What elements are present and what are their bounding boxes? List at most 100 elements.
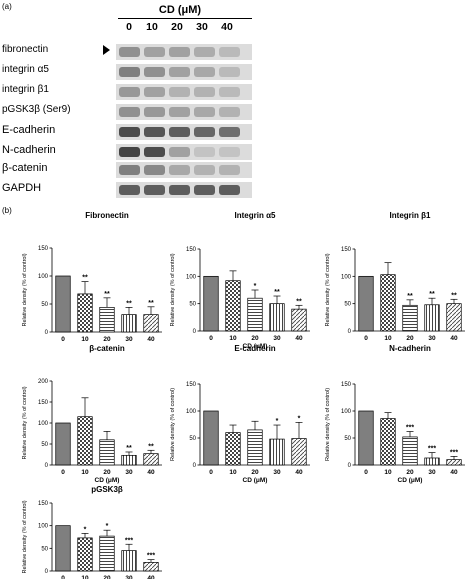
significance-label: *** — [125, 537, 133, 544]
blot-row: GAPDH — [0, 180, 260, 200]
blot-membrane-strip — [116, 182, 252, 198]
blot-row-label: pGSK3β (Ser9) — [2, 104, 71, 115]
blot-band — [119, 67, 140, 77]
x-tick-label: 30 — [428, 335, 436, 342]
y-tick-label: 100 — [341, 409, 352, 415]
y-tick-label: 0 — [348, 463, 352, 469]
x-tick-label: 20 — [103, 575, 111, 579]
blot-band — [144, 67, 165, 77]
y-tick-label: 0 — [348, 329, 352, 335]
x-tick-label: 20 — [406, 469, 414, 476]
x-tick-label: 10 — [81, 575, 89, 579]
bar-chart: N-cadherin Relative density (% of control… — [325, 344, 465, 484]
blot-row-label: N-cadherin — [2, 144, 56, 156]
y-tick-label: 0 — [193, 463, 197, 469]
bar — [203, 275, 219, 332]
x-tick-label: 40 — [450, 335, 458, 342]
y-tick-label: 150 — [186, 247, 197, 253]
blot-band — [169, 185, 190, 195]
x-tick-label: 0 — [364, 335, 368, 342]
significance-label: * — [298, 415, 301, 422]
significance-label: *** — [406, 425, 414, 432]
blot-row-label: integrin β1 — [2, 84, 49, 95]
significance-label: * — [254, 283, 257, 290]
significance-label: *** — [428, 446, 436, 453]
blot-membrane-strip — [116, 124, 252, 140]
bar — [77, 416, 93, 466]
x-tick-label: 30 — [125, 469, 133, 476]
y-tick-label: 100 — [341, 274, 352, 280]
bar — [225, 432, 241, 466]
significance-label: ** — [148, 443, 154, 450]
blot-row-label: integrin α5 — [2, 64, 49, 75]
blot-band — [219, 147, 240, 157]
bar — [225, 280, 241, 332]
bar — [143, 314, 159, 333]
x-tick-label: 20 — [406, 335, 414, 342]
significance-label: ** — [104, 291, 110, 298]
blot-band — [219, 107, 240, 117]
bar — [291, 308, 307, 332]
y-tick-label: 0 — [45, 569, 49, 575]
blot-band — [119, 87, 140, 97]
y-tick-label: 150 — [341, 382, 352, 388]
significance-label: ** — [296, 298, 302, 305]
blot-row: integrin β1 — [0, 82, 260, 102]
blot-band — [194, 47, 215, 57]
blot-band — [194, 87, 215, 97]
blot-band — [219, 127, 240, 137]
bar — [77, 293, 93, 333]
bar — [446, 459, 462, 466]
blot-band — [169, 147, 190, 157]
bar — [247, 429, 263, 466]
x-tick-label: 10 — [81, 469, 89, 476]
x-tick-label: 10 — [229, 469, 237, 476]
y-axis-label: Relative density (% of control) — [325, 388, 331, 461]
x-tick-label: 40 — [147, 575, 155, 579]
blot-band — [144, 165, 165, 175]
panel-a-label: (a) — [2, 2, 12, 11]
y-axis-label: Relative density (% of control) — [170, 253, 176, 326]
x-tick-label: 0 — [61, 469, 65, 476]
y-tick-label: 50 — [189, 436, 196, 442]
x-tick-label: 40 — [295, 335, 303, 342]
blot-membrane-strip — [116, 64, 252, 80]
y-tick-label: 150 — [341, 247, 352, 253]
bar — [55, 422, 71, 466]
significance-label: ** — [126, 445, 132, 452]
blot-row: N-cadherin — [0, 142, 260, 162]
x-tick-label: 20 — [103, 336, 111, 343]
bar — [99, 439, 115, 466]
y-tick-label: 0 — [193, 329, 197, 335]
bar — [99, 307, 115, 333]
concentration-label: 40 — [221, 21, 233, 33]
blot-row-label: E-cadherin — [2, 124, 56, 136]
bar — [358, 410, 374, 466]
y-tick-label: 200 — [38, 379, 49, 385]
y-tick-label: 50 — [344, 436, 351, 442]
bar — [143, 562, 159, 572]
significance-label: * — [84, 526, 87, 533]
y-tick-label: 150 — [38, 246, 49, 252]
bar — [121, 454, 137, 466]
blot-band — [219, 185, 240, 195]
y-tick-label: 100 — [38, 524, 49, 530]
y-tick-label: 50 — [41, 302, 48, 308]
concentration-label: 10 — [146, 21, 158, 33]
blot-band — [119, 47, 140, 57]
blot-membrane-strip — [116, 162, 252, 178]
chart-title: E-cadherin — [234, 344, 275, 353]
x-tick-label: 40 — [147, 336, 155, 343]
x-tick-label: 0 — [209, 335, 213, 342]
blot-band — [169, 87, 190, 97]
x-tick-label: 30 — [125, 336, 133, 343]
y-tick-label: 0 — [45, 463, 49, 469]
bar — [269, 303, 285, 332]
blot-row: pGSK3β (Ser9) — [0, 102, 260, 122]
x-tick-label: 20 — [103, 469, 111, 476]
y-tick-label: 150 — [186, 382, 197, 388]
x-tick-label: 20 — [251, 335, 259, 342]
bar — [55, 275, 71, 333]
y-tick-label: 100 — [38, 421, 49, 427]
chart-title: Fibronectin — [85, 211, 129, 220]
